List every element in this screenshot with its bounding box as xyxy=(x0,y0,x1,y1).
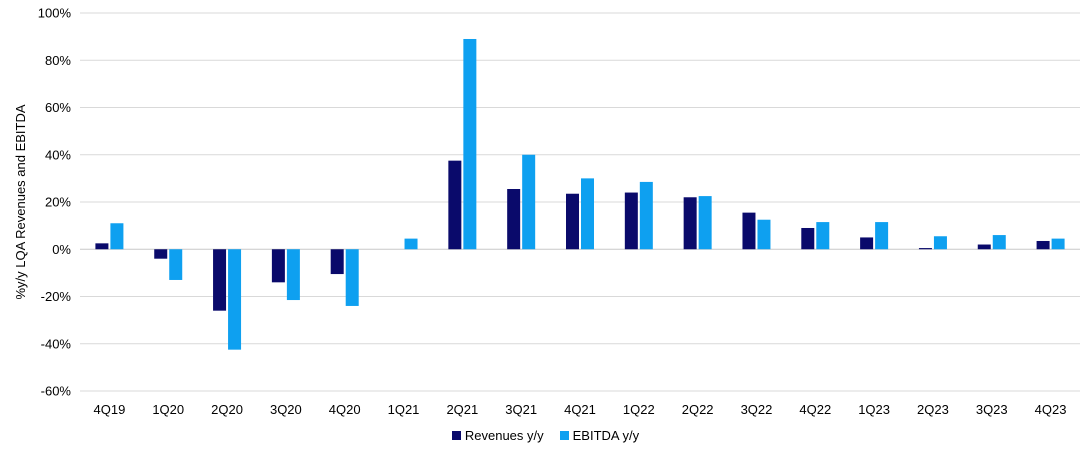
bar-revenues xyxy=(154,249,168,259)
y-tick-label: -40% xyxy=(41,336,72,351)
y-tick-label: 100% xyxy=(38,6,72,21)
y-tick-label: 20% xyxy=(45,195,71,210)
bar-ebitda xyxy=(169,249,183,280)
y-tick-label: 40% xyxy=(45,147,71,162)
bar-ebitda xyxy=(875,222,889,250)
x-tick-label: 1Q20 xyxy=(152,402,184,417)
bar-revenues xyxy=(1036,240,1050,250)
bar-revenues xyxy=(507,189,521,250)
x-tick-label: 1Q21 xyxy=(388,402,420,417)
y-tick-label: -60% xyxy=(41,384,72,399)
y-tick-label: 60% xyxy=(45,100,71,115)
bar-ebitda xyxy=(345,249,359,306)
bar-revenues xyxy=(918,248,932,250)
x-tick-label: 1Q23 xyxy=(858,402,890,417)
y-axis-ticks: -60% -40% -20% 0% 20% 40% 60% 80% 100% xyxy=(38,6,72,399)
y-axis-label: %y/y LQA Revenues and EBITDA xyxy=(13,104,28,299)
legend-item-revenues: Revenues y/y xyxy=(451,428,544,443)
bar-ebitda xyxy=(463,38,477,250)
x-tick-label: 4Q22 xyxy=(799,402,831,417)
bar-ebitda xyxy=(404,238,418,250)
x-tick-label: 4Q20 xyxy=(329,402,361,417)
x-tick-label: 3Q22 xyxy=(741,402,773,417)
bars xyxy=(95,38,1065,350)
bar-ebitda xyxy=(639,181,653,250)
bar-revenues xyxy=(271,249,285,283)
bar-revenues xyxy=(448,160,462,250)
bar-ebitda xyxy=(228,249,242,350)
legend: Revenues y/y EBITDA y/y xyxy=(0,428,1091,443)
y-tick-label: -20% xyxy=(41,289,72,304)
legend-swatch-ebitda xyxy=(559,431,569,440)
x-tick-label: 4Q21 xyxy=(564,402,596,417)
bar-revenues xyxy=(566,193,579,250)
bar-ebitda xyxy=(110,223,124,250)
bar-ebitda xyxy=(992,235,1006,250)
bar-ebitda xyxy=(1051,238,1065,250)
x-axis-ticks: 4Q19 1Q20 2Q20 3Q20 4Q20 1Q21 2Q21 3Q21 4Q21 1Q22… xyxy=(94,402,1067,417)
x-tick-label: 2Q23 xyxy=(917,402,949,417)
bar-revenues xyxy=(860,237,874,250)
bar-ebitda xyxy=(522,154,536,250)
bar-revenues xyxy=(624,192,638,250)
bar-revenues xyxy=(330,249,344,275)
legend-item-ebitda: EBITDA y/y xyxy=(559,428,640,443)
bar-revenues xyxy=(95,243,109,250)
x-tick-label: 3Q23 xyxy=(976,402,1008,417)
x-tick-label: 3Q20 xyxy=(270,402,302,417)
x-tick-label: 4Q19 xyxy=(94,402,126,417)
bar-revenues xyxy=(683,197,697,250)
x-tick-label: 2Q21 xyxy=(446,402,478,417)
bar-ebitda xyxy=(933,236,947,250)
bar-revenues xyxy=(977,244,991,250)
bar-revenues xyxy=(213,249,227,311)
x-tick-label: 4Q23 xyxy=(1035,402,1067,417)
legend-label-ebitda: EBITDA y/y xyxy=(572,428,640,443)
bar-ebitda xyxy=(581,178,594,250)
bar-revenues xyxy=(742,212,756,250)
x-tick-label: 3Q21 xyxy=(505,402,537,417)
x-tick-label: 2Q22 xyxy=(682,402,714,417)
bar-ebitda xyxy=(757,219,771,250)
y-tick-label: 80% xyxy=(45,53,71,68)
bar-ebitda xyxy=(698,196,712,250)
legend-label-revenues: Revenues y/y xyxy=(464,428,544,443)
x-tick-label: 1Q22 xyxy=(623,402,655,417)
gridlines xyxy=(80,12,1080,392)
y-tick-label: 0% xyxy=(52,242,71,257)
bar-revenues xyxy=(801,227,815,250)
legend-swatch-revenues xyxy=(451,431,461,440)
bar-ebitda xyxy=(286,249,300,301)
x-tick-label: 2Q20 xyxy=(211,402,243,417)
bar-ebitda xyxy=(816,222,830,250)
